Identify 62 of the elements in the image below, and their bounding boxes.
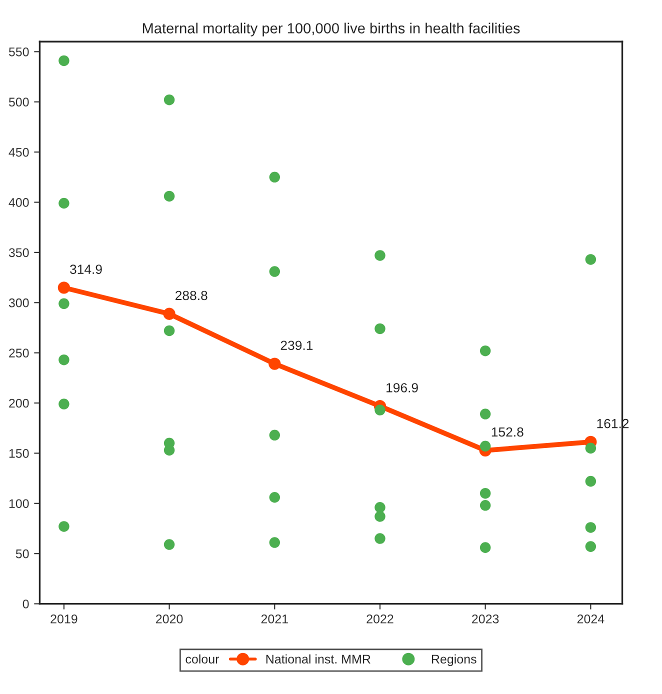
point	[163, 308, 176, 320]
point	[374, 404, 386, 416]
x-tick-label: 2021	[261, 614, 288, 624]
point	[480, 345, 491, 356]
y-tick-label: 150	[9, 449, 29, 458]
y-tick-label: 0	[22, 600, 29, 608]
y-tick-label: 400	[8, 198, 29, 207]
point	[480, 500, 491, 511]
data-label: 239.1	[280, 340, 313, 350]
point	[269, 492, 280, 503]
x-tick-label: 2022	[366, 614, 394, 624]
point	[164, 190, 175, 202]
point	[480, 440, 491, 452]
point	[374, 511, 386, 522]
point	[585, 522, 596, 533]
y-tick-label: 350	[8, 248, 29, 258]
point	[58, 298, 70, 310]
x-tick-label: 2023	[472, 614, 499, 624]
point	[269, 537, 280, 548]
point	[374, 502, 386, 513]
point	[585, 541, 596, 552]
y-tick-label: 300	[8, 298, 29, 308]
legend-title: colour	[186, 654, 220, 664]
legend-label: National inst. MMR	[266, 654, 370, 664]
point	[480, 488, 491, 499]
point	[269, 430, 280, 441]
point	[164, 325, 175, 336]
point	[58, 398, 70, 410]
point	[268, 358, 281, 370]
y-tick-label: 250	[9, 348, 29, 358]
data-label: 314.9	[70, 264, 102, 274]
data-label: 288.8	[176, 290, 208, 300]
point	[374, 323, 386, 334]
x-tick-label: 2020	[156, 614, 183, 624]
chart-title: Maternal mortality per 100,000 live births in health facilities	[142, 22, 520, 36]
y-tick-label: 50	[16, 549, 29, 558]
y-tick-label: 200	[9, 398, 29, 408]
point	[58, 55, 70, 66]
y-tick-label: 550	[8, 47, 29, 56]
point	[164, 539, 175, 550]
point	[585, 476, 596, 487]
point	[374, 250, 386, 261]
point	[164, 94, 175, 106]
point	[480, 408, 491, 420]
point	[58, 354, 70, 366]
data-label: 152.8	[492, 427, 524, 437]
point	[58, 521, 70, 532]
point	[585, 442, 596, 454]
point	[269, 266, 280, 277]
x-tick-label: 2019	[50, 614, 78, 624]
point	[374, 533, 386, 544]
point	[58, 282, 70, 294]
point	[480, 542, 491, 553]
y-tick-label: 450	[8, 148, 29, 157]
point	[269, 172, 280, 183]
point	[58, 198, 70, 209]
y-tick-label: 500	[8, 98, 29, 107]
point	[585, 254, 596, 265]
x-tick-label: 2024	[577, 614, 604, 624]
data-label: 196.9	[386, 383, 418, 392]
legend-label: Regions	[432, 654, 476, 666]
y-tick-label: 100	[9, 499, 29, 508]
